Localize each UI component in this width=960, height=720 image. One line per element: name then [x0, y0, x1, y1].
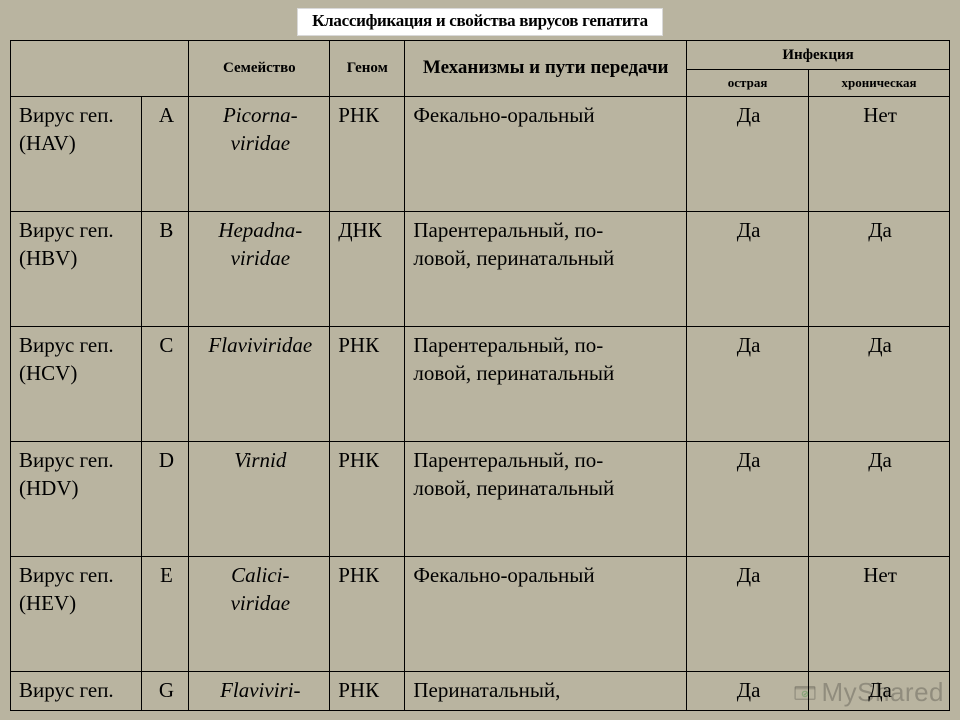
cell-letter: A [142, 96, 189, 211]
col-virus-header [11, 41, 189, 97]
cell-virus: Вирус геп. (HDV) [11, 441, 142, 556]
title-wrap: Классификация и свойства вирусов гепатит… [10, 8, 950, 36]
cell-acute: Да [687, 441, 809, 556]
page-title: Классификация и свойства вирусов гепатит… [297, 8, 663, 36]
table-row: Вирус геп.GFlaviviri-РНКПеринатальный,Да… [11, 671, 950, 710]
cell-genome: РНК [330, 326, 405, 441]
cell-family: Hepadna-viridae [189, 211, 330, 326]
cell-chronic: Да [809, 211, 950, 326]
cell-family: Virnid [189, 441, 330, 556]
cell-virus: Вирус геп. (HCV) [11, 326, 142, 441]
cell-mechanism: Парентеральный, по-ловой, перинатальный [405, 441, 687, 556]
cell-mechanism: Фекально-оральный [405, 556, 687, 671]
cell-virus: Вирус геп. (HAV) [11, 96, 142, 211]
cell-family: Flaviviri- [189, 671, 330, 710]
table-header: Семейство Геном Механизмы и пути передач… [11, 41, 950, 97]
table-row: Вирус геп. (HAV)APicorna-viridaeРНКФекал… [11, 96, 950, 211]
cell-acute: Да [687, 671, 809, 710]
cell-chronic: Нет [809, 96, 950, 211]
cell-virus: Вирус геп. [11, 671, 142, 710]
cell-chronic: Да [809, 326, 950, 441]
cell-letter: B [142, 211, 189, 326]
col-family-header: Семейство [189, 41, 330, 97]
col-acute-header: острая [687, 70, 809, 97]
cell-virus: Вирус геп. (HEV) [11, 556, 142, 671]
col-mechanism-header: Механизмы и пути передачи [405, 41, 687, 97]
classification-table: Семейство Геном Механизмы и пути передач… [10, 40, 950, 711]
cell-letter: C [142, 326, 189, 441]
cell-family: Flaviviridae [189, 326, 330, 441]
cell-chronic: Да [809, 671, 950, 710]
cell-acute: Да [687, 556, 809, 671]
cell-virus: Вирус геп. (HBV) [11, 211, 142, 326]
col-chronic-header: хроническая [809, 70, 950, 97]
cell-mechanism: Парентеральный, по-ловой, перинатальный [405, 326, 687, 441]
table-row: Вирус геп. (HDV)DVirnidРНКПарентеральный… [11, 441, 950, 556]
col-genome-header: Геном [330, 41, 405, 97]
table-row: Вирус геп. (HBV)BHepadna-viridaeДНКПарен… [11, 211, 950, 326]
table-row: Вирус геп. (HCV)CFlaviviridaeРНКПарентер… [11, 326, 950, 441]
cell-chronic: Нет [809, 556, 950, 671]
cell-genome: РНК [330, 96, 405, 211]
table-body: Вирус геп. (HAV)APicorna-viridaeРНКФекал… [11, 96, 950, 710]
page: Классификация и свойства вирусов гепатит… [0, 0, 960, 720]
cell-mechanism: Перинатальный, [405, 671, 687, 710]
cell-family: Calici-viridae [189, 556, 330, 671]
cell-letter: D [142, 441, 189, 556]
cell-family: Picorna-viridae [189, 96, 330, 211]
table-row: Вирус геп. (HEV)ECalici-viridaeРНКФекаль… [11, 556, 950, 671]
cell-chronic: Да [809, 441, 950, 556]
cell-letter: E [142, 556, 189, 671]
cell-genome: РНК [330, 671, 405, 710]
cell-genome: РНК [330, 441, 405, 556]
cell-genome: ДНК [330, 211, 405, 326]
cell-mechanism: Фекально-оральный [405, 96, 687, 211]
cell-letter: G [142, 671, 189, 710]
cell-acute: Да [687, 326, 809, 441]
cell-genome: РНК [330, 556, 405, 671]
cell-acute: Да [687, 211, 809, 326]
col-infection-group-header: Инфекция [687, 41, 950, 70]
cell-mechanism: Парентеральный, по-ловой, перинатальный [405, 211, 687, 326]
cell-acute: Да [687, 96, 809, 211]
